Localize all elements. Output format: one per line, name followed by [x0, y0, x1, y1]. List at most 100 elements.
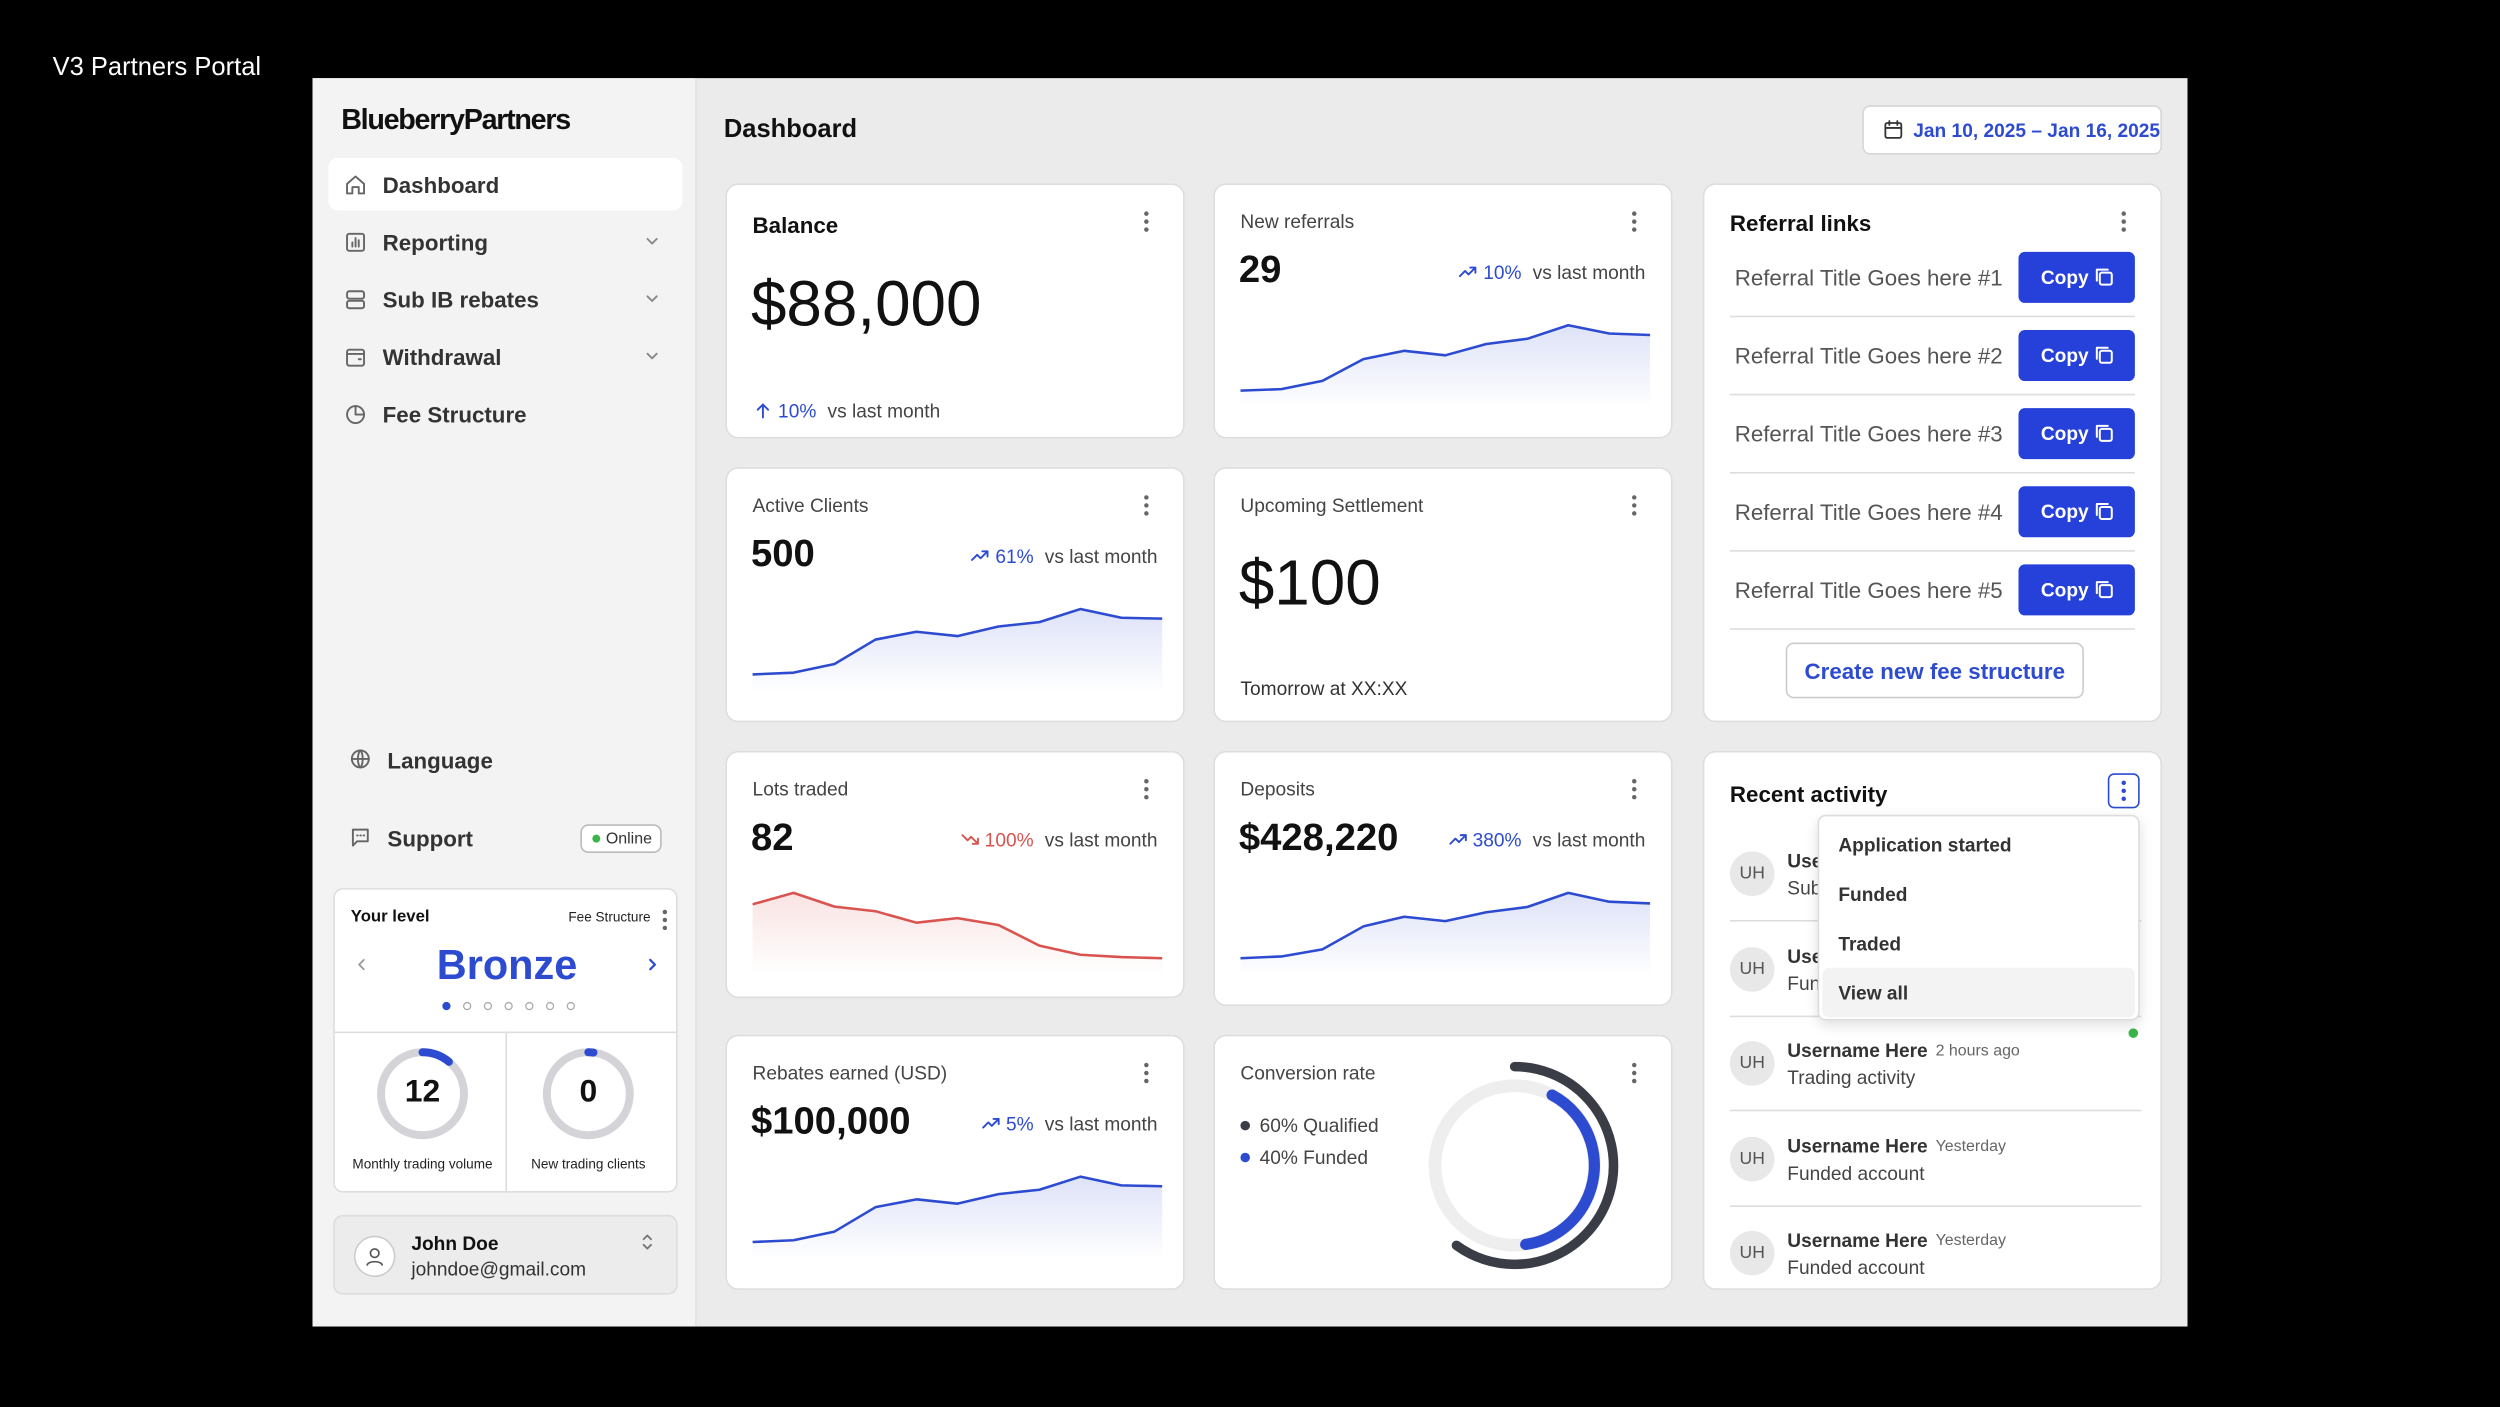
menu-dot — [1144, 503, 1149, 508]
card-value: 500 — [750, 532, 815, 576]
icon — [971, 550, 989, 562]
menu-icon — [1632, 211, 1637, 232]
card-value: $100,000 — [750, 1100, 911, 1144]
sparkline-area — [1240, 892, 1651, 976]
change-note: vs last month — [1532, 829, 1646, 852]
menu-dot — [1632, 779, 1637, 784]
metric-card: Lots traded 82 100% vs last month — [725, 750, 1185, 999]
nav-item[interactable]: Reporting — [328, 215, 682, 268]
row-divider — [1729, 1109, 2142, 1112]
user-card[interactable]: John Doe johndoe@gmail.com — [333, 1214, 678, 1295]
language-label: Language — [387, 747, 493, 774]
menu-button[interactable] — [1132, 1057, 1164, 1092]
metric-card: Upcoming Settlement $100 Tomorrow at XX:XX — [1213, 467, 1673, 723]
menu-button[interactable] — [1620, 773, 1652, 808]
menu-button[interactable] — [1620, 206, 1652, 241]
date-picker[interactable]: Jan 10, 2025 – Jan 16, 2025 — [1862, 105, 2162, 155]
sparkline-area — [752, 892, 1163, 976]
legend-dot-shape — [1240, 1152, 1251, 1163]
card-title: Lots traded — [752, 778, 849, 801]
menu-dot — [1144, 1078, 1149, 1084]
copy-button[interactable]: Copy — [2018, 330, 2135, 382]
avatar: UH — [1729, 1230, 1775, 1276]
avatar: UH — [1729, 851, 1775, 897]
sidebar: BlueberryPartners Dashboard Reporting Sub I… — [312, 78, 697, 1327]
dropdown-item[interactable]: Traded — [1838, 932, 1902, 956]
change-indicator: 5% vs last month — [980, 1110, 1158, 1135]
menu-icon — [2121, 780, 2126, 802]
menu-dot — [1632, 503, 1637, 508]
level-gauge — [377, 1048, 468, 1140]
copy-button[interactable]: Copy — [2018, 251, 2135, 303]
page-dot — [504, 1001, 513, 1011]
page-dot — [525, 1001, 534, 1011]
nav-item[interactable]: Fee Structure — [328, 387, 682, 440]
copy-button[interactable]: Copy — [2018, 486, 2135, 538]
copy-button[interactable]: Copy — [2018, 564, 2135, 616]
menu-icon — [1144, 495, 1149, 516]
icon — [646, 352, 658, 360]
avatar: UH — [1729, 1136, 1775, 1181]
nav-label: Fee Structure — [382, 401, 527, 428]
menu-button[interactable] — [1620, 489, 1652, 524]
legend-label: 40% Funded — [1259, 1146, 1369, 1169]
menu-button[interactable] — [651, 904, 683, 939]
avatar: UH — [1729, 1041, 1775, 1086]
menu-button[interactable] — [1620, 1057, 1652, 1092]
icon-part — [346, 175, 366, 195]
date-range: Jan 10, 2025 – Jan 16, 2025 — [1913, 119, 2161, 142]
icon-part — [2095, 268, 2109, 282]
menu-button[interactable] — [2107, 773, 2140, 809]
dropdown-item[interactable]: Application started — [1838, 833, 2012, 857]
icon — [2095, 346, 2113, 364]
referral-title: Referral Title Goes here #1 — [1734, 264, 2003, 291]
dropdown-item[interactable]: View all — [1822, 967, 2135, 1018]
change-note: vs last month — [827, 400, 941, 423]
activity-name: Username Here — [1787, 1229, 1928, 1252]
menu-icon — [1144, 211, 1149, 232]
menu-button[interactable] — [1132, 206, 1164, 241]
change-value: 61% — [995, 545, 1034, 568]
create-button[interactable]: Create new fee structure — [1785, 642, 2084, 699]
copy-label: Copy — [2040, 344, 2089, 367]
level-card: Your level Fee Structure Bronze 12 Monthly t… — [333, 888, 678, 1193]
user-avatar — [353, 1235, 396, 1278]
copy-label: Copy — [2040, 266, 2089, 289]
menu-dot — [1144, 779, 1149, 784]
nav-item[interactable]: Dashboard — [328, 157, 683, 211]
icon-part — [346, 348, 366, 367]
support-item[interactable]: Support — [348, 823, 667, 855]
row-divider — [1729, 1204, 2142, 1207]
menu-icon — [1632, 779, 1637, 800]
menu-dot — [1144, 1070, 1149, 1076]
icon-part — [346, 299, 366, 310]
change-indicator: 100% vs last month — [959, 826, 1158, 852]
icon — [346, 290, 366, 310]
menu-button[interactable] — [2109, 206, 2141, 241]
menu-button[interactable] — [1132, 489, 1164, 524]
legend-dot — [1240, 1152, 1251, 1163]
language-item[interactable]: Language — [348, 745, 667, 777]
change-value: 100% — [984, 829, 1034, 852]
icon-part — [646, 295, 658, 302]
icon — [756, 403, 770, 419]
menu-button[interactable] — [1132, 773, 1164, 808]
copy-button[interactable]: Copy — [2018, 408, 2135, 460]
dropdown-item[interactable]: Funded — [1838, 883, 1908, 906]
level-link[interactable]: Fee Structure — [568, 908, 651, 925]
card-title: Deposits — [1240, 778, 1315, 801]
icon-part — [646, 237, 658, 245]
nav-item[interactable]: Sub IB rebates — [328, 273, 682, 326]
icon-part — [346, 352, 366, 361]
icon-part — [2098, 584, 2113, 599]
icon-part — [2098, 427, 2113, 442]
icon-part — [2095, 424, 2109, 438]
icon-part — [1884, 122, 1903, 139]
nav-item[interactable]: Withdrawal — [328, 330, 682, 383]
card-value: 82 — [750, 816, 794, 860]
sparkline-area — [1240, 325, 1651, 409]
user-email: johndoe@gmail.com — [411, 1257, 587, 1281]
sparkline-area — [752, 1176, 1163, 1260]
app-frame: BlueberryPartners Dashboard Reporting Sub I… — [312, 78, 2188, 1327]
